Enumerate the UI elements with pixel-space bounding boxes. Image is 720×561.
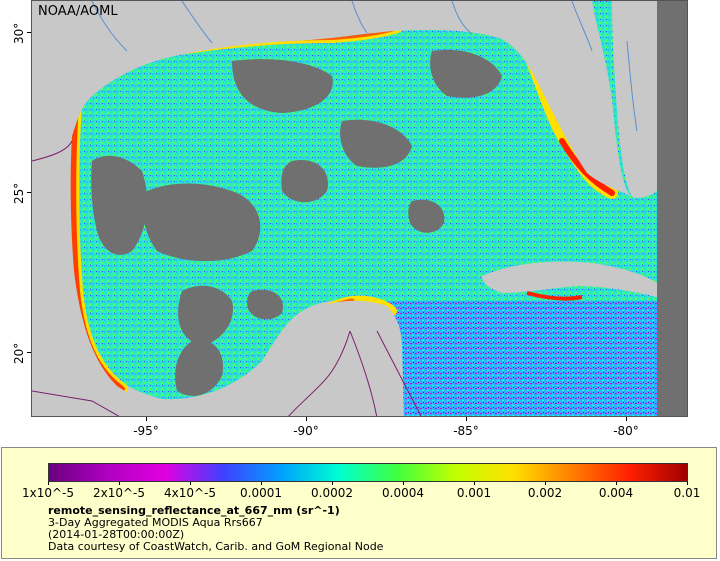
colorbar-tick-label: 1x10^-5 (21, 486, 75, 500)
colorbar-tickmark (474, 482, 475, 485)
colorbar-tickmark (403, 482, 404, 485)
colorbar-tickmark (48, 482, 49, 485)
reflectance-map (32, 1, 687, 416)
land (32, 1, 657, 416)
lon-tickmark (626, 417, 627, 421)
no-data-regions (91, 1, 687, 416)
colorbar-tick-label: 0.0001 (240, 486, 282, 500)
lat-tickmark (27, 352, 31, 353)
colorbar-tickmark (545, 482, 546, 485)
colorbar-tickmark (616, 482, 617, 485)
lon-tick-label: -95° (133, 424, 159, 438)
lat-tick-label: 20° (12, 342, 26, 364)
rivers (91, 1, 638, 132)
colorbar-tick-label: 2x10^-5 (92, 486, 146, 500)
colorbar-tick-label: 0.0004 (382, 486, 424, 500)
borders (32, 140, 422, 416)
colorbar-tickmark (332, 482, 333, 485)
lon-tickmark (466, 417, 467, 421)
lat-tick-label: 30° (12, 22, 26, 44)
colorbar-tick-label: 0.004 (598, 486, 634, 500)
lon-tick-label: -85° (453, 424, 479, 438)
dataset-description: 3-Day Aggregated MODIS Aqua Rrs667 (48, 516, 263, 529)
lat-tickmark (27, 192, 31, 193)
lon-tickmark (306, 417, 307, 421)
lon-tickmark (146, 417, 147, 421)
colorbar-tick-label: 0.002 (527, 486, 563, 500)
dataset-time: (2014-01-28T00:00:00Z) (48, 528, 185, 541)
colorbar-tickmark (119, 482, 120, 485)
colorbar-tickmark (261, 482, 262, 485)
colorbar-tick-label: 4x10^-5 (163, 486, 217, 500)
colorbar-tick-label: 0.001 (456, 486, 492, 500)
variable-name: remote_sensing_reflectance_at_667_nm (sr… (48, 504, 340, 517)
lat-tickmark (27, 32, 31, 33)
lon-tick-label: -90° (293, 424, 319, 438)
data-credit: Data courtesy of CoastWatch, Carib. and … (48, 540, 384, 553)
agency-label: NOAA/AOML (38, 4, 118, 19)
colorbar-tick-label: 0.01 (673, 486, 701, 500)
cuba-coast (526, 291, 583, 301)
colorbar (48, 463, 688, 482)
lon-tick-label: -80° (613, 424, 639, 438)
colorbar-tickmark (687, 482, 688, 485)
colorbar-tickmark (190, 482, 191, 485)
map-area (31, 0, 688, 417)
lat-tick-label: 25° (12, 182, 26, 204)
colorbar-tick-label: 0.0002 (311, 486, 353, 500)
